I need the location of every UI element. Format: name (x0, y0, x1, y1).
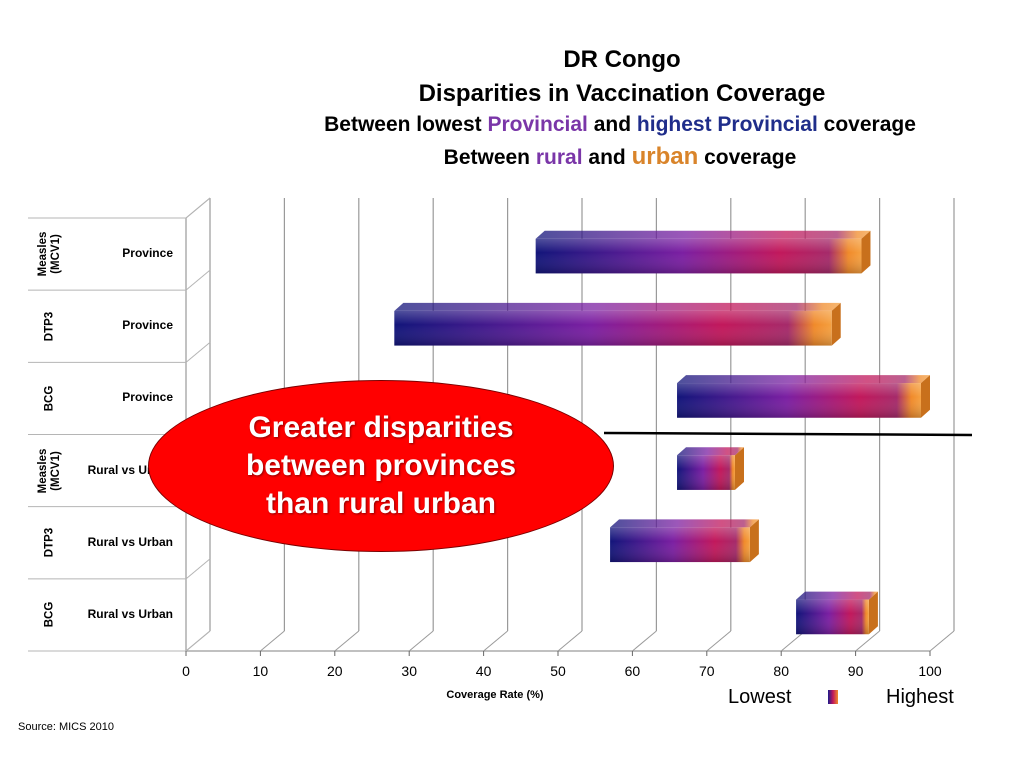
subtitle-text: Between (443, 146, 531, 169)
category-label: Rural vs Urban (87, 606, 173, 621)
range-bar (535, 230, 871, 274)
group-label: BCG (44, 580, 57, 650)
subtitle-text: and (593, 113, 632, 136)
floor-gridline (632, 630, 657, 652)
wall-separator (185, 630, 211, 652)
chart-subtitle: Disparities in Vaccination Coverage (418, 80, 826, 107)
source-note: Source: MICS 2010 (18, 721, 114, 733)
chart-subtitle-rural-urban: Between rural and urban coverage (108, 143, 1024, 171)
bar-top-face (796, 591, 878, 600)
bar-top-face (677, 375, 930, 384)
bar-end-face (921, 375, 930, 418)
group-label-line: (MCV1) (50, 450, 62, 491)
subtitle-highlight-provincial: Provincial (487, 113, 588, 136)
chart-title: DR Congo (563, 46, 681, 73)
category-label: Province (122, 246, 173, 261)
bar-end-face (831, 302, 841, 346)
group-label-line: BCG (43, 385, 56, 412)
group-label: DTP3 (44, 291, 57, 361)
category-label: Province (122, 390, 173, 405)
x-axis-ticks: 0 10 20 30 40 50 60 70 80 90 100 (182, 651, 942, 679)
chart-subtitle-provincial: Between lowest Provincial and highest Pr… (108, 113, 1024, 137)
legend-highest: Highest (886, 686, 954, 708)
bar-end-face (735, 447, 744, 490)
subtitle-text: Between lowest (324, 113, 482, 136)
divider-line (603, 431, 973, 437)
x-tick-label: 40 (476, 663, 492, 679)
wall-separator (185, 197, 211, 219)
x-tick-label: 50 (550, 663, 566, 679)
floor-gridline (706, 630, 732, 652)
bar-top-face (610, 519, 759, 528)
wall-separator (185, 341, 211, 363)
legend-gradient-swatch (828, 690, 838, 704)
bar-shading (677, 455, 735, 490)
floor-gridline (334, 630, 360, 652)
wall-separator (185, 558, 211, 580)
floor-gridline (260, 630, 285, 652)
x-tick-label: 0 (182, 663, 190, 679)
group-label-line: BCG (43, 602, 56, 628)
bar-top-face (535, 230, 871, 239)
x-tick-label: 30 (401, 663, 417, 679)
category-label: Rural vs Urban (87, 534, 173, 549)
group-label-line: Measles (37, 448, 49, 493)
bar-shading (394, 310, 832, 346)
x-tick-label: 10 (253, 663, 269, 679)
x-tick-label: 90 (848, 663, 864, 679)
bar-shading (796, 599, 869, 635)
bar-end-face (861, 230, 871, 274)
range-bar (677, 375, 930, 418)
group-label: Measles (MCV1) (37, 436, 63, 506)
bar-end-face (749, 519, 759, 563)
x-tick-label: 70 (699, 663, 715, 679)
group-label-line: (MCV1) (50, 234, 62, 274)
group-label: BCG (44, 363, 57, 433)
group-label: DTP3 (44, 508, 57, 578)
floor-gridline (408, 630, 434, 652)
bars (394, 230, 930, 635)
subtitle-highlight-urban: urban (631, 143, 699, 170)
range-bar (796, 591, 878, 635)
subtitle-highlight-rural: rural (535, 146, 583, 169)
floor-gridline (855, 630, 880, 652)
x-tick-label: 100 (918, 663, 942, 679)
group-label-line: DTP3 (43, 528, 56, 558)
subtitle-text: coverage (704, 146, 797, 169)
bar-shading (610, 527, 750, 563)
floor-gridline (780, 630, 806, 652)
floor-gridline (483, 630, 508, 652)
bar-shading (535, 238, 862, 274)
range-bar (394, 302, 841, 346)
group-label: Measles (MCV1) (37, 219, 63, 289)
range-bar (610, 519, 759, 563)
legend-lowest: Lowest (728, 686, 792, 708)
bar-end-face (868, 591, 878, 635)
subtitle-text: and (588, 146, 626, 169)
bar-top-face (394, 302, 841, 311)
callout-ellipse: Greater disparities between provinces th… (148, 380, 614, 552)
range-bar (677, 447, 744, 490)
category-label: Province (122, 318, 173, 333)
x-tick-label: 20 (327, 663, 343, 679)
x-tick-label: 60 (625, 663, 641, 679)
group-label-line: Measles (37, 231, 49, 277)
floor-gridline (929, 630, 955, 652)
subtitle-highlight-highest: highest Provincial (636, 113, 818, 136)
subtitle-text: coverage (823, 113, 916, 136)
group-label-line: DTP3 (43, 311, 56, 341)
x-axis-label: Coverage Rate (%) (446, 689, 544, 701)
bar-top-face (677, 447, 744, 456)
bar-shading (677, 383, 921, 418)
x-tick-label: 80 (773, 663, 789, 679)
callout-text: Greater disparities between provinces th… (245, 411, 517, 520)
floor-gridline (557, 630, 583, 652)
wall-separator (185, 269, 211, 291)
